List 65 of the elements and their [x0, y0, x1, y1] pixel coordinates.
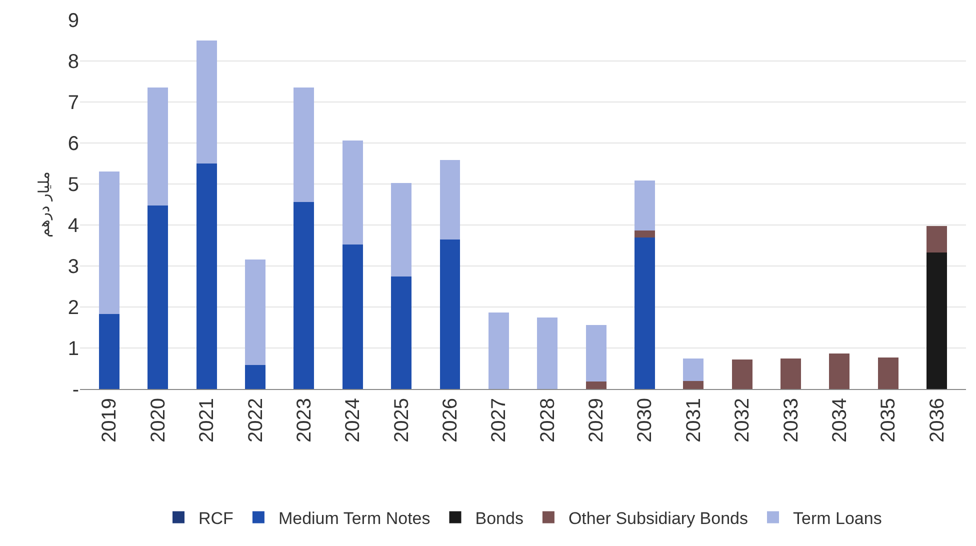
- y-tick-label: 5: [68, 174, 79, 196]
- x-tick-label: 2036: [926, 398, 948, 442]
- x-tick-label: 2032: [732, 398, 754, 442]
- bar: [878, 357, 898, 389]
- y-tick-label: 6: [68, 133, 79, 155]
- bar: [245, 259, 266, 366]
- bar: [683, 380, 704, 389]
- y-tick-label: 7: [68, 92, 79, 114]
- y-axis-title: مليار درهم: [35, 172, 54, 238]
- y-tick-label: 2: [68, 297, 79, 319]
- bar: [926, 252, 948, 389]
- bar: [98, 171, 120, 314]
- x-tick-label: 2024: [342, 398, 364, 442]
- x-tick-label: 2021: [196, 398, 218, 442]
- legend-label: RCF: [198, 508, 234, 528]
- bar: [586, 325, 606, 382]
- x-tick-label: 2030: [634, 398, 656, 442]
- x-tick-label: 2028: [536, 398, 559, 442]
- bar: [780, 358, 801, 389]
- bar: [829, 353, 850, 389]
- legend-label: Other Subsidiary Bonds: [568, 508, 748, 528]
- bar: [294, 88, 314, 202]
- bar: [440, 160, 460, 240]
- bar: [488, 312, 509, 389]
- x-tick-label: 2022: [244, 398, 267, 442]
- y-tick-label: 3: [68, 256, 79, 278]
- bar: [586, 382, 606, 389]
- bar: [634, 180, 655, 230]
- legend-label: Term Loans: [793, 508, 882, 528]
- y-tick-label: 4: [68, 215, 79, 237]
- bar: [245, 365, 266, 389]
- bar: [196, 164, 217, 389]
- x-tick-label: 2031: [682, 398, 705, 442]
- x-tick-label: 2019: [98, 398, 121, 442]
- bar: [634, 238, 655, 389]
- bar: [196, 40, 217, 164]
- bar: [683, 358, 704, 381]
- x-tick-label: 2029: [586, 398, 608, 442]
- y-tick-label: 9: [68, 10, 79, 32]
- x-tick-label: 2034: [828, 398, 851, 442]
- bar: [391, 183, 412, 277]
- x-tick-label: 2026: [439, 398, 462, 442]
- legend-label: Medium Term Notes: [278, 508, 430, 528]
- y-tick-label: 1: [68, 338, 79, 360]
- bar: [98, 314, 120, 389]
- x-tick-label: 2035: [878, 398, 900, 442]
- x-tick-label: 2023: [293, 398, 316, 442]
- bar: [342, 244, 363, 389]
- bar: [148, 205, 168, 389]
- bar: [926, 226, 948, 252]
- x-tick-label: 2033: [780, 398, 802, 442]
- bar: [634, 230, 655, 238]
- bar: [342, 140, 363, 244]
- y-tick-label: 8: [68, 51, 79, 73]
- y-tick-label: -: [72, 379, 79, 401]
- legend-label: Bonds: [475, 508, 524, 528]
- x-tick-label: 2025: [390, 398, 413, 442]
- bar: [732, 359, 752, 389]
- x-tick-label: 2027: [488, 398, 510, 442]
- bar: [148, 88, 168, 206]
- bar: [391, 276, 412, 389]
- x-tick-label: 2020: [147, 398, 170, 442]
- bar: [537, 317, 558, 389]
- bar: [294, 202, 314, 389]
- bar: [440, 239, 460, 389]
